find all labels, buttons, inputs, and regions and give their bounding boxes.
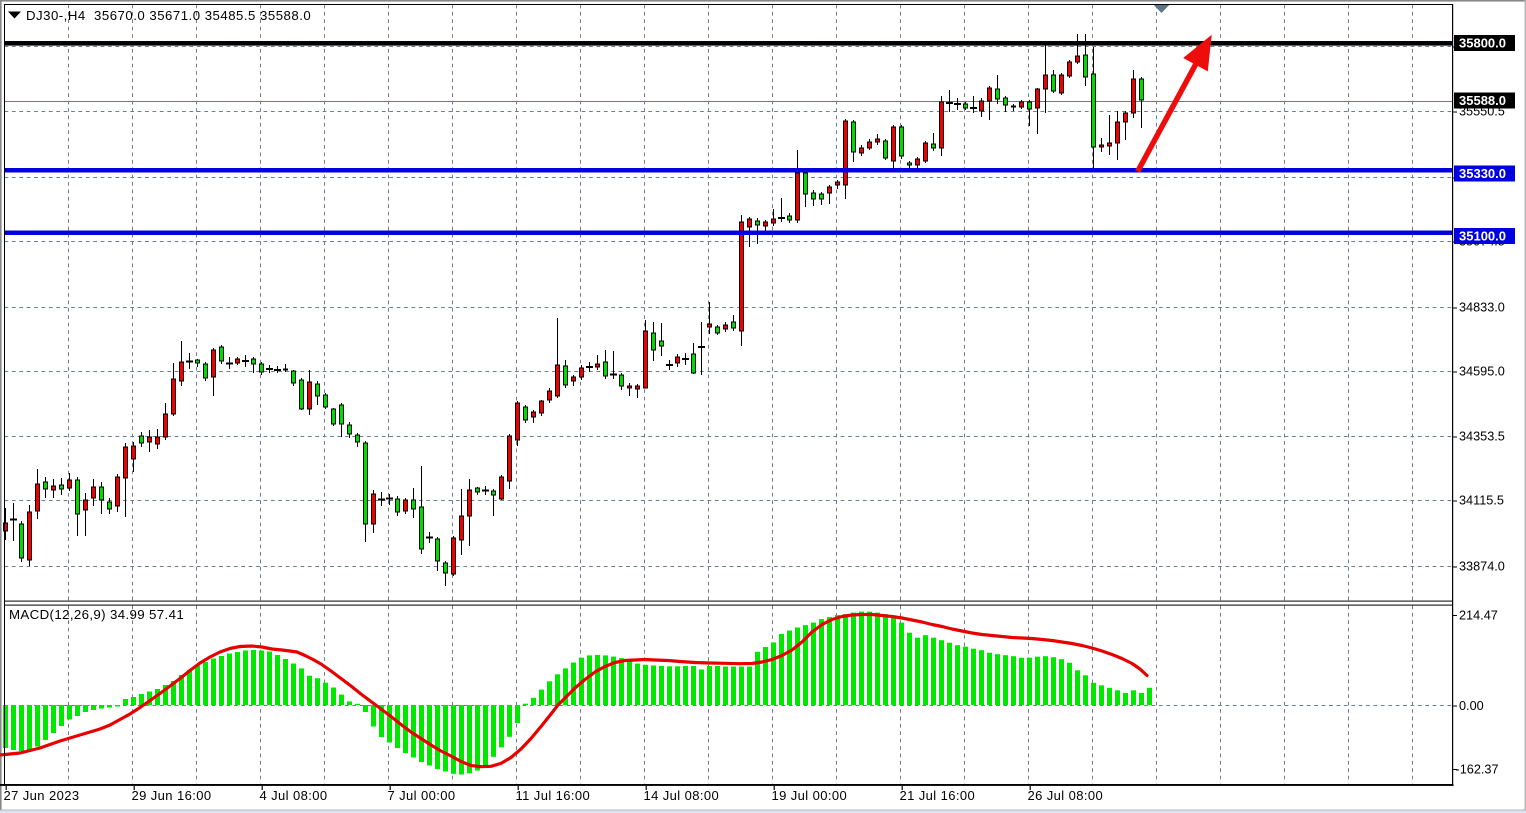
svg-text:34353.5: 34353.5 (1459, 430, 1505, 444)
svg-text:34833.0: 34833.0 (1459, 301, 1505, 315)
svg-text:26 Jul 08:00: 26 Jul 08:00 (1028, 788, 1104, 803)
svg-text:35800.0: 35800.0 (1459, 36, 1506, 51)
svg-text:214.47: 214.47 (1459, 609, 1498, 623)
svg-text:14 Jul 08:00: 14 Jul 08:00 (644, 788, 720, 803)
svg-text:19 Jul 00:00: 19 Jul 00:00 (772, 788, 848, 803)
svg-text:29 Jun 16:00: 29 Jun 16:00 (132, 788, 212, 803)
svg-text:33874.0: 33874.0 (1459, 560, 1505, 574)
svg-text:34115.5: 34115.5 (1459, 494, 1504, 508)
svg-text:35100.0: 35100.0 (1459, 229, 1506, 244)
svg-text:DJ30-,H4 35670.0 35671.0 3548: DJ30-,H4 35670.0 35671.0 35485.5 35588.0 (26, 8, 311, 23)
svg-text:4 Jul 08:00: 4 Jul 08:00 (260, 788, 328, 803)
svg-text:35588.0: 35588.0 (1459, 93, 1506, 108)
svg-text:35330.0: 35330.0 (1459, 166, 1506, 181)
svg-text:21 Jul 16:00: 21 Jul 16:00 (900, 788, 976, 803)
svg-text:-162.37: -162.37 (1456, 763, 1499, 777)
svg-text:11 Jul 16:00: 11 Jul 16:00 (516, 788, 591, 803)
svg-text:27 Jun 2023: 27 Jun 2023 (4, 788, 80, 803)
svg-text:MACD(12,26,9) 34.99 57.41: MACD(12,26,9) 34.99 57.41 (9, 607, 184, 622)
svg-text:7 Jul 00:00: 7 Jul 00:00 (388, 788, 456, 803)
svg-text:34595.0: 34595.0 (1459, 365, 1505, 379)
svg-text:0.00: 0.00 (1459, 699, 1484, 713)
